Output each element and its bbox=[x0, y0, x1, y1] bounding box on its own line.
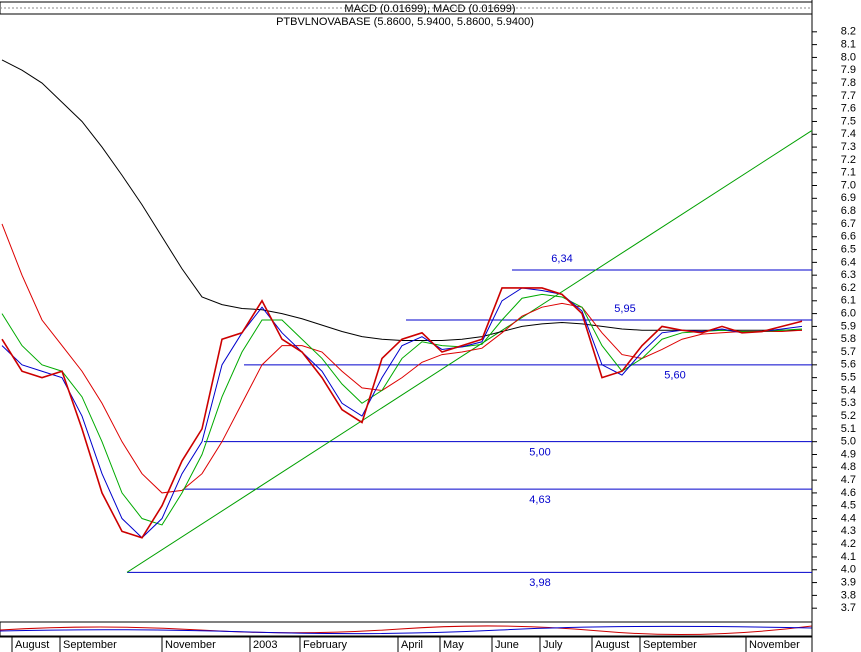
y-tick-label: 7.7 bbox=[841, 90, 856, 102]
x-tick-label: August bbox=[15, 639, 49, 651]
level-label: 3,98 bbox=[529, 577, 550, 589]
y-tick-label: 4.9 bbox=[841, 448, 856, 460]
y-tick-label: 7.9 bbox=[841, 64, 856, 76]
y-tick-label: 6.2 bbox=[841, 282, 856, 294]
level-label: 6,34 bbox=[551, 253, 572, 265]
series-line bbox=[1, 287, 803, 539]
y-tick-label: 6.4 bbox=[841, 256, 856, 268]
trendline bbox=[126, 130, 813, 573]
y-tick-label: 5.2 bbox=[841, 410, 856, 422]
x-tick-label: November bbox=[165, 639, 216, 651]
y-tick-label: 6.8 bbox=[841, 205, 856, 217]
x-tick-label: September bbox=[643, 639, 697, 651]
y-tick-label: 5.4 bbox=[841, 384, 856, 396]
x-tick-label: May bbox=[443, 639, 464, 651]
x-tick-label: 2003 bbox=[253, 639, 277, 651]
x-tick-label: July bbox=[543, 639, 563, 651]
y-tick-label: 5.9 bbox=[841, 320, 856, 332]
y-tick-label: 4.0 bbox=[841, 564, 856, 576]
series-line bbox=[1, 287, 803, 539]
x-tick-label: November bbox=[749, 639, 800, 651]
y-tick-label: 7.4 bbox=[841, 128, 856, 140]
y-tick-label: 8.1 bbox=[841, 39, 856, 51]
level-label: 5,95 bbox=[614, 303, 635, 315]
indicator-title: MACD (0.01699), MACD (0.01699) bbox=[344, 3, 515, 15]
y-tick-label: 5.7 bbox=[841, 346, 856, 358]
lower-indicator bbox=[0, 625, 813, 635]
y-tick-label: 6.9 bbox=[841, 192, 856, 204]
y-tick-label: 4.3 bbox=[841, 525, 856, 537]
y-tick-label: 7.0 bbox=[841, 179, 856, 191]
y-tick-label: 6.3 bbox=[841, 269, 856, 281]
y-tick-label: 5.3 bbox=[841, 397, 856, 409]
y-tick-label: 4.1 bbox=[841, 551, 856, 563]
y-tick-label: 7.8 bbox=[841, 77, 856, 89]
y-tick-label: 8.2 bbox=[841, 26, 856, 38]
x-tick-label: February bbox=[303, 639, 348, 651]
y-tick-label: 7.5 bbox=[841, 115, 856, 127]
y-tick-label: 6.5 bbox=[841, 243, 856, 255]
y-tick-label: 7.6 bbox=[841, 103, 856, 115]
y-tick-label: 4.7 bbox=[841, 474, 856, 486]
y-tick-label: 3.8 bbox=[841, 589, 856, 601]
y-tick-label: 5.5 bbox=[841, 372, 856, 384]
y-tick-label: 5.0 bbox=[841, 436, 856, 448]
y-tick-label: 6.7 bbox=[841, 218, 856, 230]
x-tick-label: June bbox=[495, 639, 519, 651]
x-tick-label: August bbox=[595, 639, 629, 651]
y-tick-label: 8.0 bbox=[841, 51, 856, 63]
y-tick-label: 4.4 bbox=[841, 512, 856, 524]
y-tick-label: 7.1 bbox=[841, 167, 856, 179]
x-tick-label: April bbox=[401, 639, 423, 651]
y-tick-label: 3.7 bbox=[841, 602, 856, 614]
series-line bbox=[1, 59, 802, 341]
y-tick-label: 5.6 bbox=[841, 359, 856, 371]
y-tick-label: 7.2 bbox=[841, 154, 856, 166]
y-tick-label: 4.2 bbox=[841, 538, 856, 550]
series-line bbox=[1, 223, 803, 494]
y-tick-label: 5.1 bbox=[841, 423, 856, 435]
y-tick-label: 4.8 bbox=[841, 461, 856, 473]
chart-title: PTBVLNOVABASE (5.8600, 5.9400, 5.8600, 5… bbox=[276, 16, 534, 28]
level-label: 5,00 bbox=[529, 447, 550, 459]
level-label: 4,63 bbox=[529, 494, 550, 506]
y-tick-label: 6.6 bbox=[841, 231, 856, 243]
x-tick-label: September bbox=[63, 639, 117, 651]
lower-indicator bbox=[0, 625, 813, 636]
y-tick-label: 4.5 bbox=[841, 500, 856, 512]
y-tick-label: 3.9 bbox=[841, 576, 856, 588]
y-tick-label: 6.0 bbox=[841, 308, 856, 320]
level-label: 5,60 bbox=[664, 370, 685, 382]
y-tick-label: 7.3 bbox=[841, 141, 856, 153]
y-tick-label: 4.6 bbox=[841, 487, 856, 499]
y-tick-label: 6.1 bbox=[841, 295, 856, 307]
series-line bbox=[1, 293, 803, 526]
y-tick-label: 5.8 bbox=[841, 333, 856, 345]
